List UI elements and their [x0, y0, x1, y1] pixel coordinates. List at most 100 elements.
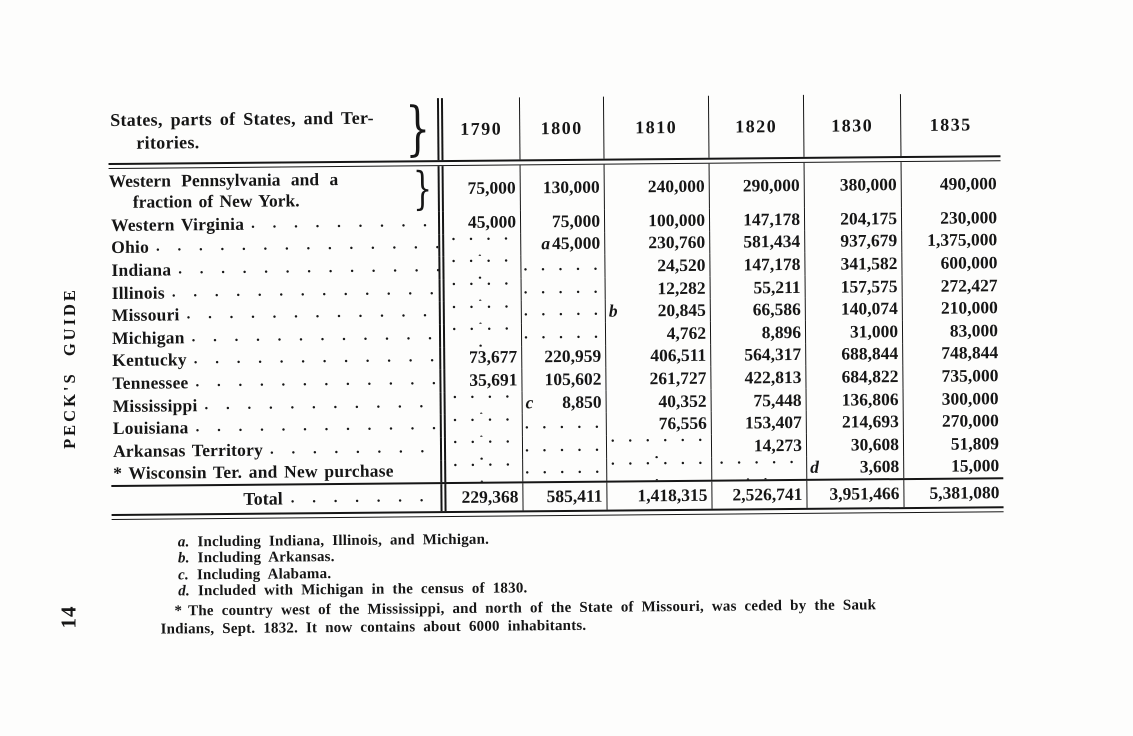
row-label-cell: Illinois . . . . . . . . . . . . . . . . … [110, 279, 439, 304]
header-year-1800: 1800 [518, 96, 604, 160]
leader-dots: . . . . . . . . . . . . . . . . . . . . … [155, 236, 439, 255]
leader-dots: . . . . . . . . . . . . . . . . . . . . … [186, 304, 438, 323]
cell-1800: . . . . . [521, 435, 607, 459]
total-1830: 3,951,466 [806, 480, 904, 509]
cell-1835: 735,000 [902, 364, 1003, 388]
cell-1800: . . . . . [520, 322, 606, 346]
cell-1820: 147,178 [708, 207, 805, 232]
header-label-line2: ritories. [136, 132, 200, 153]
row-label-cell: Ohio . . . . . . . . . . . . . . . . . . … [109, 234, 438, 259]
total-label-cell: Total . . . . . . . [111, 484, 440, 514]
cell-value: 3,608 [859, 456, 900, 477]
cell-1835: 300,000 [902, 386, 1003, 411]
cell-1835: 600,000 [901, 251, 1002, 275]
cell-1820: 153,407 [710, 411, 806, 435]
cell-1820: 422,813 [710, 366, 806, 390]
cell-1830: 204,175 [803, 207, 902, 231]
row-label: Louisiana [112, 417, 189, 439]
cell-1790: . . . . . [438, 232, 521, 257]
row-label: Ohio [111, 237, 150, 258]
cell-1830: 140,074 [804, 297, 902, 321]
leader-dots: . . . . . . . . . . . . . . . . . . . . … [204, 394, 439, 413]
row-label-text: Western Pennsylvania and a fraction of Ne… [109, 168, 410, 213]
header-label-text: States, parts of States, and Ter- ritori… [110, 106, 401, 155]
footnote-text: Including Arkansas. [197, 549, 335, 567]
cell-1830: 688,844 [805, 342, 903, 367]
cell-1800: 105,602 [521, 367, 606, 392]
row-label-cell: Arkansas Territory . . . . . . . . . . . … [111, 437, 440, 462]
cell-1830: 937,679 [804, 229, 902, 254]
cell-1800: . . . . . [520, 300, 605, 324]
cell-1790: . . . . . [440, 458, 523, 483]
census-table: States, parts of States, and Ter- ritori… [108, 93, 1004, 521]
cell-1820: 14,273 [710, 433, 807, 458]
leader-dots: . . . . . . . . . . . . . . . . . . . . … [171, 281, 439, 301]
cell-1830: 31,000 [804, 320, 903, 344]
cell-1800: 130,000 [519, 164, 604, 211]
cell-1810: 240,000 [603, 163, 709, 210]
cell-1810: 24,520 [604, 253, 710, 278]
cell-1820: 581,434 [709, 230, 805, 254]
cell-1820: 55,211 [709, 275, 805, 300]
header-year-1810: 1810 [602, 95, 709, 159]
row-label-line2: fraction of New York. [132, 189, 300, 212]
row-label-cell: Michigan . . . . . . . . . . . . . . . . … [110, 324, 439, 349]
cell-1790: . . . . . [439, 436, 523, 460]
total-label: Total [243, 488, 283, 509]
row-label: * Wisconsin Ter. and New purchase [113, 460, 394, 484]
cell-1790: . . . . . [438, 255, 521, 279]
cell-1820: . . . . . . . [711, 456, 807, 480]
total-1790: 229,368 [440, 483, 523, 512]
cell-1790: 73,677 [439, 345, 522, 370]
cell-1835: 230,000 [900, 206, 1002, 230]
row-label-cell: Tennessee . . . . . . . . . . . . . . . .… [110, 369, 439, 394]
cell-1835: 272,427 [901, 273, 1002, 298]
header-label-cell: States, parts of States, and Ter- ritori… [108, 98, 438, 163]
row-label-cell: Western Virginia . . . . . . . . . . . . … [109, 211, 438, 236]
row-label: Arkansas Territory [112, 439, 264, 461]
cell-1820: 75,448 [710, 388, 806, 413]
total-leader-dots: . . . . . . . [290, 489, 431, 507]
cell-1830: 380,000 [803, 162, 901, 208]
row-label: Illinois [111, 282, 165, 303]
total-1820: 2,526,741 [711, 481, 807, 509]
cell-1800: . . . . . [520, 254, 605, 279]
footnote-marker: d. [178, 583, 190, 600]
footnote-ref-d: d [810, 457, 820, 478]
cell-1810: 100,000 [603, 208, 710, 233]
row-label-cell: Missouri . . . . . . . . . . . . . . . . … [110, 301, 439, 326]
table-header-row: States, parts of States, and Ter- ritori… [108, 93, 1001, 163]
cell-1810: 4,762 [604, 321, 711, 346]
leader-dots: . . . . . . . . . . . . . . . . . . . . … [178, 259, 439, 278]
row-label-cell: * Wisconsin Ter. and New purchase [111, 460, 440, 485]
cell-1810: 76,556 [605, 412, 711, 436]
cell-1810: . . . . . . . [605, 434, 712, 459]
cell-1800: 75,000 [519, 209, 605, 233]
cell-1830: d 3,608 [806, 455, 904, 480]
cell-1800: 220,959 [521, 345, 606, 369]
cell-1835: 1,375,000 [901, 228, 1002, 253]
footnote-star: * The country west of the Mississippi, an… [160, 595, 1028, 639]
row-label-cell: Indiana . . . . . . . . . . . . . . . . .… [109, 256, 438, 281]
footnote-ref-a: a [541, 233, 551, 254]
cell-1810: 12,282 [604, 276, 710, 301]
header-year-1830: 1830 [802, 94, 901, 157]
footnote-ref-c: c [525, 391, 534, 412]
cell-1790: 45,000 [437, 210, 521, 234]
row-brace: } [412, 166, 432, 214]
cell-1830: 157,575 [804, 274, 902, 299]
footnote-text: Including Alabama. [196, 565, 332, 584]
row-label-cell: Kentucky . . . . . . . . . . . . . . . . … [110, 347, 439, 372]
cell-1790: . . . . . [439, 391, 522, 415]
header-year-1790: 1790 [436, 97, 520, 161]
cell-1810: 40,352 [605, 389, 711, 414]
cell-1835: 270,000 [902, 409, 1003, 434]
cell-1790: . . . . . [438, 300, 521, 325]
cell-1820: 8,896 [709, 320, 806, 345]
row-label-line1: Western Pennsylvania and a [108, 168, 339, 191]
row-label: Kentucky [112, 349, 187, 371]
cell-value: 20,845 [657, 299, 706, 321]
footnote-marker: b. [177, 550, 190, 567]
total-1810: 1,418,315 [606, 481, 712, 510]
